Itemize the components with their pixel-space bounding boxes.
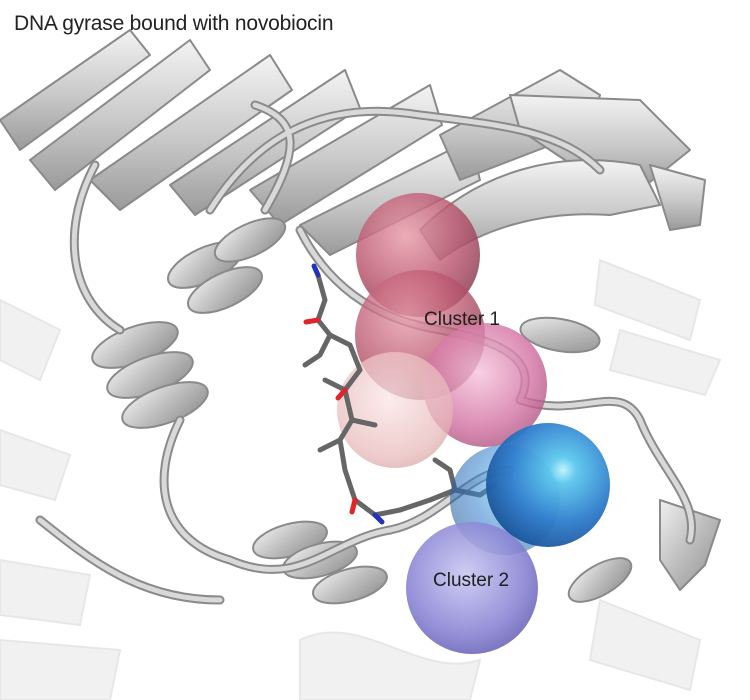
figure-title: DNA gyrase bound with novobiocin (14, 12, 334, 35)
cluster-2-label: Cluster 2 (433, 570, 510, 591)
cluster-1-sphere-pale (337, 352, 453, 468)
helices (91, 217, 721, 605)
cluster-2-spheres (406, 423, 610, 654)
cluster-2-sphere-purple (406, 522, 538, 654)
cluster-2-sphere-blue (486, 423, 610, 547)
cluster-1-sphere-pink (423, 323, 547, 447)
cluster-1-label: Cluster 1 (424, 309, 501, 330)
strand-arrows (419, 94, 706, 261)
cluster-1-spheres (337, 193, 547, 468)
background-structure (0, 258, 722, 700)
